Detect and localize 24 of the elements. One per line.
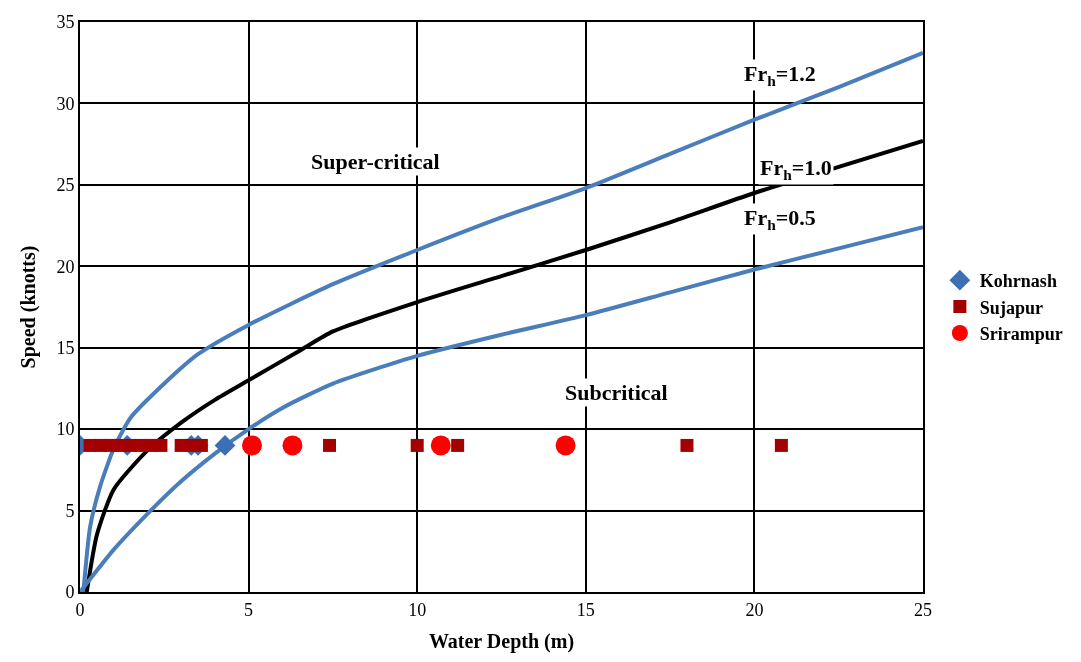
x-tick-label: 15 [576, 599, 595, 620]
legend-label: Srirampur [979, 324, 1063, 345]
legend-label: Kohrnash [979, 271, 1057, 292]
annotation: Fr$_{h}$=1.0 [760, 155, 832, 183]
y-tick-label: 0 [65, 582, 75, 603]
annotation: Super-critical [311, 149, 440, 174]
line-series [81, 50, 923, 592]
y-tick-label: 25 [56, 175, 75, 196]
y-tick-label: 15 [56, 338, 75, 359]
y-tick-label: 5 [65, 500, 75, 521]
y-tick-label: 35 [56, 12, 75, 33]
y-tick-label: 30 [56, 93, 75, 114]
x-axis-title: Water Depth (m) [428, 629, 575, 653]
annotation: Fr$_{h}$=1.2 [744, 61, 816, 89]
x-tick-label: 20 [745, 599, 764, 620]
x-tick-label: 5 [244, 599, 254, 620]
legend-label: Sujapur [979, 297, 1043, 318]
annotation: Fr$_{h}$=0.5 [744, 205, 816, 233]
x-tick-label: 10 [408, 599, 427, 620]
x-tick-label: 25 [914, 599, 932, 620]
y-axis-title: Speed (knotts) [17, 245, 41, 369]
y-tick-label: 20 [56, 256, 75, 277]
annotation: Subcritical [565, 380, 668, 405]
y-tick-label: 10 [56, 419, 75, 440]
